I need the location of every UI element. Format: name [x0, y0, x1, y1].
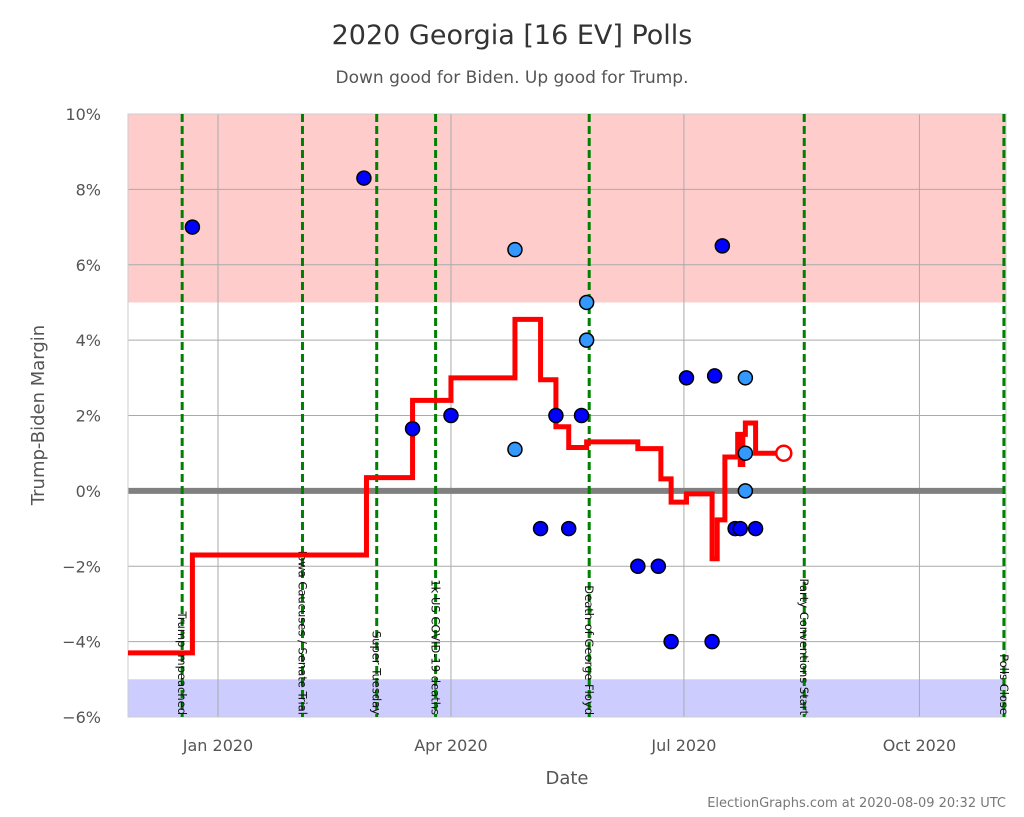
poll-point — [732, 520, 748, 537]
poll-point — [737, 483, 754, 499]
y-tick-label: 10% — [65, 105, 101, 124]
poll-point — [737, 370, 754, 386]
event-label: 1k US COVID-19 deaths — [429, 579, 443, 715]
chart-subtitle: Down good for Biden. Up good for Trump. — [336, 68, 689, 88]
plot-frame — [127, 113, 1007, 718]
poll-point — [737, 445, 754, 461]
poll-point — [532, 520, 549, 537]
poll-point — [663, 633, 679, 650]
event-label: Super Tuesday — [370, 631, 384, 715]
y-tick-label: 4% — [76, 331, 101, 350]
poll-point — [706, 368, 723, 384]
chart-title: 2020 Georgia [16 EV] Polls — [332, 20, 693, 51]
poll-point — [443, 407, 459, 424]
y-tick-label: 2% — [76, 407, 101, 426]
plot-area: 10% 8% 6% 4% 2% 0% −2% −4% −6% Jan 2020 Apr 2020 Ju… — [62, 105, 1011, 755]
poll-point — [578, 332, 595, 348]
poll-point — [650, 558, 667, 574]
x-tick-label: Apr 2020 — [414, 736, 487, 755]
shaded-band — [128, 114, 1006, 303]
y-tick-label: 6% — [76, 256, 101, 275]
poll-point — [704, 633, 720, 650]
poll-point — [404, 420, 421, 437]
event-label: Trump Impeached — [175, 610, 189, 715]
poll-point — [184, 219, 201, 235]
y-tick-label: −4% — [62, 633, 101, 652]
poll-point — [356, 170, 372, 186]
y-tick-label: −2% — [62, 557, 101, 576]
x-tick-label: Jul 2020 — [650, 736, 716, 755]
poll-point — [573, 407, 590, 424]
poll-point — [578, 294, 595, 311]
credit-text: ElectionGraphs.com at 2020-08-09 20:32 U… — [707, 796, 1006, 811]
average-line — [128, 316, 784, 656]
y-tick-label: −6% — [62, 708, 101, 727]
event-label: Polls Close — [997, 654, 1011, 715]
poll-point — [678, 370, 695, 386]
event-label: Death of George Floyd — [582, 585, 596, 715]
poll-point — [630, 558, 646, 574]
shaded-band — [128, 679, 1006, 717]
poll-point — [560, 520, 577, 537]
event-label: Party Conventions Start — [797, 579, 811, 716]
x-tick-label: Oct 2020 — [883, 736, 956, 755]
poll-point — [507, 441, 523, 458]
current-average-marker — [775, 444, 793, 462]
y-axis-label: Trump-Biden Margin — [28, 325, 49, 506]
event-label: Iowa Caucuses / Senate Trial — [295, 551, 309, 715]
poll-point — [548, 407, 564, 424]
poll-point — [714, 238, 731, 254]
poll-point — [747, 520, 764, 537]
x-tick-label: Jan 2020 — [182, 736, 253, 755]
y-tick-label: 8% — [76, 180, 101, 199]
y-tick-label: 0% — [76, 482, 101, 501]
x-axis-label: Date — [545, 768, 588, 789]
poll-point — [507, 241, 523, 258]
